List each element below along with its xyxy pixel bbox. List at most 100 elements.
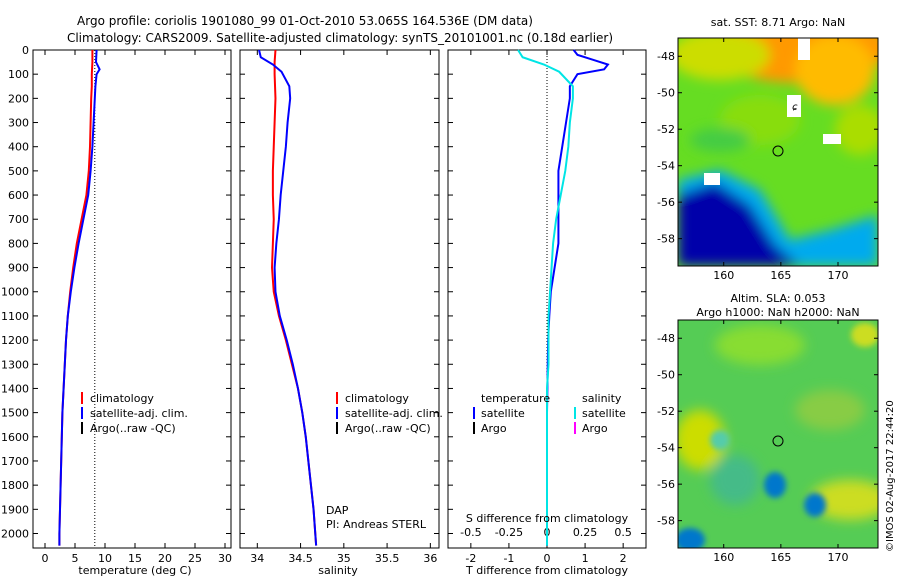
legend-t-satellite: satellite (481, 407, 525, 420)
y-tick-label: -54 (657, 442, 675, 455)
top-tick-label: 0.5 (614, 526, 632, 539)
y-tick-label: 100 (8, 68, 29, 81)
title-line-2: Climatology: CARS2009. Satellite-adjuste… (67, 31, 613, 45)
salinity-axis-label: salinity (318, 564, 358, 577)
y-tick-label: -52 (657, 405, 675, 418)
y-tick-label: -48 (657, 332, 675, 345)
x-tick-label: 36 (423, 552, 437, 565)
legend-s-argo: Argo (582, 422, 608, 435)
salinity-panel: 34 34.5 35 35.5 36 (239, 49, 440, 565)
y-tick-label: 1700 (1, 455, 29, 468)
x-tick-label: 1 (582, 552, 589, 565)
y-tick-label: 1900 (1, 503, 29, 516)
y-tick-label: 1800 (1, 479, 29, 492)
sst-map-title: sat. SST: 8.71 Argo: NaN (711, 16, 845, 29)
difference-panel: -2 -1 0 1 2-0.5 -0.25 0 0.25 0.5 (447, 49, 647, 565)
x-tick-label: 25 (188, 552, 202, 565)
y-tick-label: -50 (657, 87, 675, 100)
x-tick-label: 0 (544, 552, 551, 565)
y-tick-label: 900 (8, 262, 29, 275)
x-tick-label: 2 (620, 552, 627, 565)
plot-frame (32, 49, 232, 549)
x-tick-label: 170 (828, 269, 849, 282)
legend-climatology: climatology (90, 392, 154, 405)
temperature-axis-label: temperature (deg C) (78, 564, 191, 577)
y-tick-label: 600 (8, 189, 29, 202)
top-tick-label: -0.25 (495, 526, 523, 539)
x-tick-label: 34.5 (288, 552, 313, 565)
footer-stamp: ©IMOS 02-Aug-2017 22:44:20 (885, 400, 896, 552)
x-tick-label: 0 (42, 552, 49, 565)
legend-argo: Argo(..raw -QC) (90, 422, 176, 435)
legend-satellite: satellite-adj. clim. (90, 407, 188, 420)
y-tick-label: 2000 (1, 527, 29, 540)
salinity-legend: climatology satellite-adj. clim. Argo(..… (336, 392, 443, 435)
y-tick-label: 700 (8, 213, 29, 226)
legend-argo: Argo(..raw -QC) (345, 422, 431, 435)
sla-map-title-line-1: Altim. SLA: 0.053 (730, 292, 825, 305)
salinity-satellite-line (517, 49, 574, 546)
credit-dap: DAP (326, 504, 349, 517)
x-tick-label: 30 (218, 552, 232, 565)
y-tick-label: 1100 (1, 310, 29, 323)
x-tick-label: 165 (770, 551, 791, 564)
y-tick-label: 1300 (1, 358, 29, 371)
top-tick-label: -0.5 (460, 526, 481, 539)
sst-map-axes: 160 165 170 -48 -50 -52 -54 -56 -58 (657, 38, 878, 282)
legend-satellite: satellite-adj. clim. (345, 407, 443, 420)
y-tick-label: -56 (657, 478, 675, 491)
y-tick-label: 0 (22, 44, 29, 57)
y-tick-label: 1000 (1, 286, 29, 299)
satellite-adj-clim--line (58, 49, 101, 546)
s-difference-axis-label: S difference from climatology (466, 512, 629, 525)
title-line-1: Argo profile: coriolis 1901080_99 01-Oct… (77, 14, 533, 28)
x-tick-label: 170 (828, 551, 849, 564)
y-tick-label: -56 (657, 196, 675, 209)
y-tick-label: 1400 (1, 382, 29, 395)
x-tick-label: 15 (128, 552, 142, 565)
sst-map-annotation: ɕ (792, 102, 798, 113)
x-tick-label: 160 (713, 551, 734, 564)
plot-frame (239, 49, 440, 549)
sla-map-title-line-2: Argo h1000: NaN h2000: NaN (696, 306, 859, 319)
legend-salinity-title: salinity (582, 392, 622, 405)
y-tick-label: -54 (657, 160, 675, 173)
temperature-legend: climatology satellite-adj. clim. Argo(..… (81, 392, 188, 435)
x-tick-label: -2 (465, 552, 476, 565)
x-tick-label: 35 (337, 552, 351, 565)
x-tick-label: 165 (770, 269, 791, 282)
y-tick-label: -58 (657, 515, 675, 528)
x-tick-label: 10 (98, 552, 112, 565)
legend-climatology: climatology (345, 392, 409, 405)
y-tick-label: 400 (8, 141, 29, 154)
sla-map (678, 320, 878, 548)
difference-legend: temperature satellite Argo salinity sate… (473, 392, 626, 435)
x-tick-label: -1 (503, 552, 514, 565)
y-tick-label: -48 (657, 50, 675, 63)
x-tick-label: 35.5 (375, 552, 400, 565)
y-tick-label: 200 (8, 92, 29, 105)
legend-t-argo: Argo (481, 422, 507, 435)
x-tick-label: 160 (713, 269, 734, 282)
top-tick-label: 0.25 (573, 526, 598, 539)
y-tick-label: 1200 (1, 334, 29, 347)
x-tick-label: 34 (250, 552, 264, 565)
y-tick-label: 800 (8, 237, 29, 250)
sla-map-argo-marker (772, 435, 784, 447)
y-tick-label: -50 (657, 369, 675, 382)
y-tick-label: 300 (8, 117, 29, 130)
legend-temperature-title: temperature (481, 392, 550, 405)
x-tick-label: 20 (158, 552, 172, 565)
x-tick-label: 5 (72, 552, 79, 565)
y-tick-label: 500 (8, 165, 29, 178)
temperature-panel: 0 5 10 15 20 25 300100200300400500600700800900… (1, 44, 232, 565)
y-tick-label: 1600 (1, 431, 29, 444)
credit-pi: PI: Andreas STERL (326, 518, 427, 531)
y-tick-label: -58 (657, 233, 675, 246)
legend-s-satellite: satellite (582, 407, 626, 420)
satellite-adj-clim--line (258, 49, 318, 546)
sla-map-axes: 160 165 170 -48 -50 -52 -54 -56 -58 (657, 320, 878, 564)
sst-map: ɕ (678, 38, 878, 266)
sst-map-argo-marker (772, 145, 784, 157)
